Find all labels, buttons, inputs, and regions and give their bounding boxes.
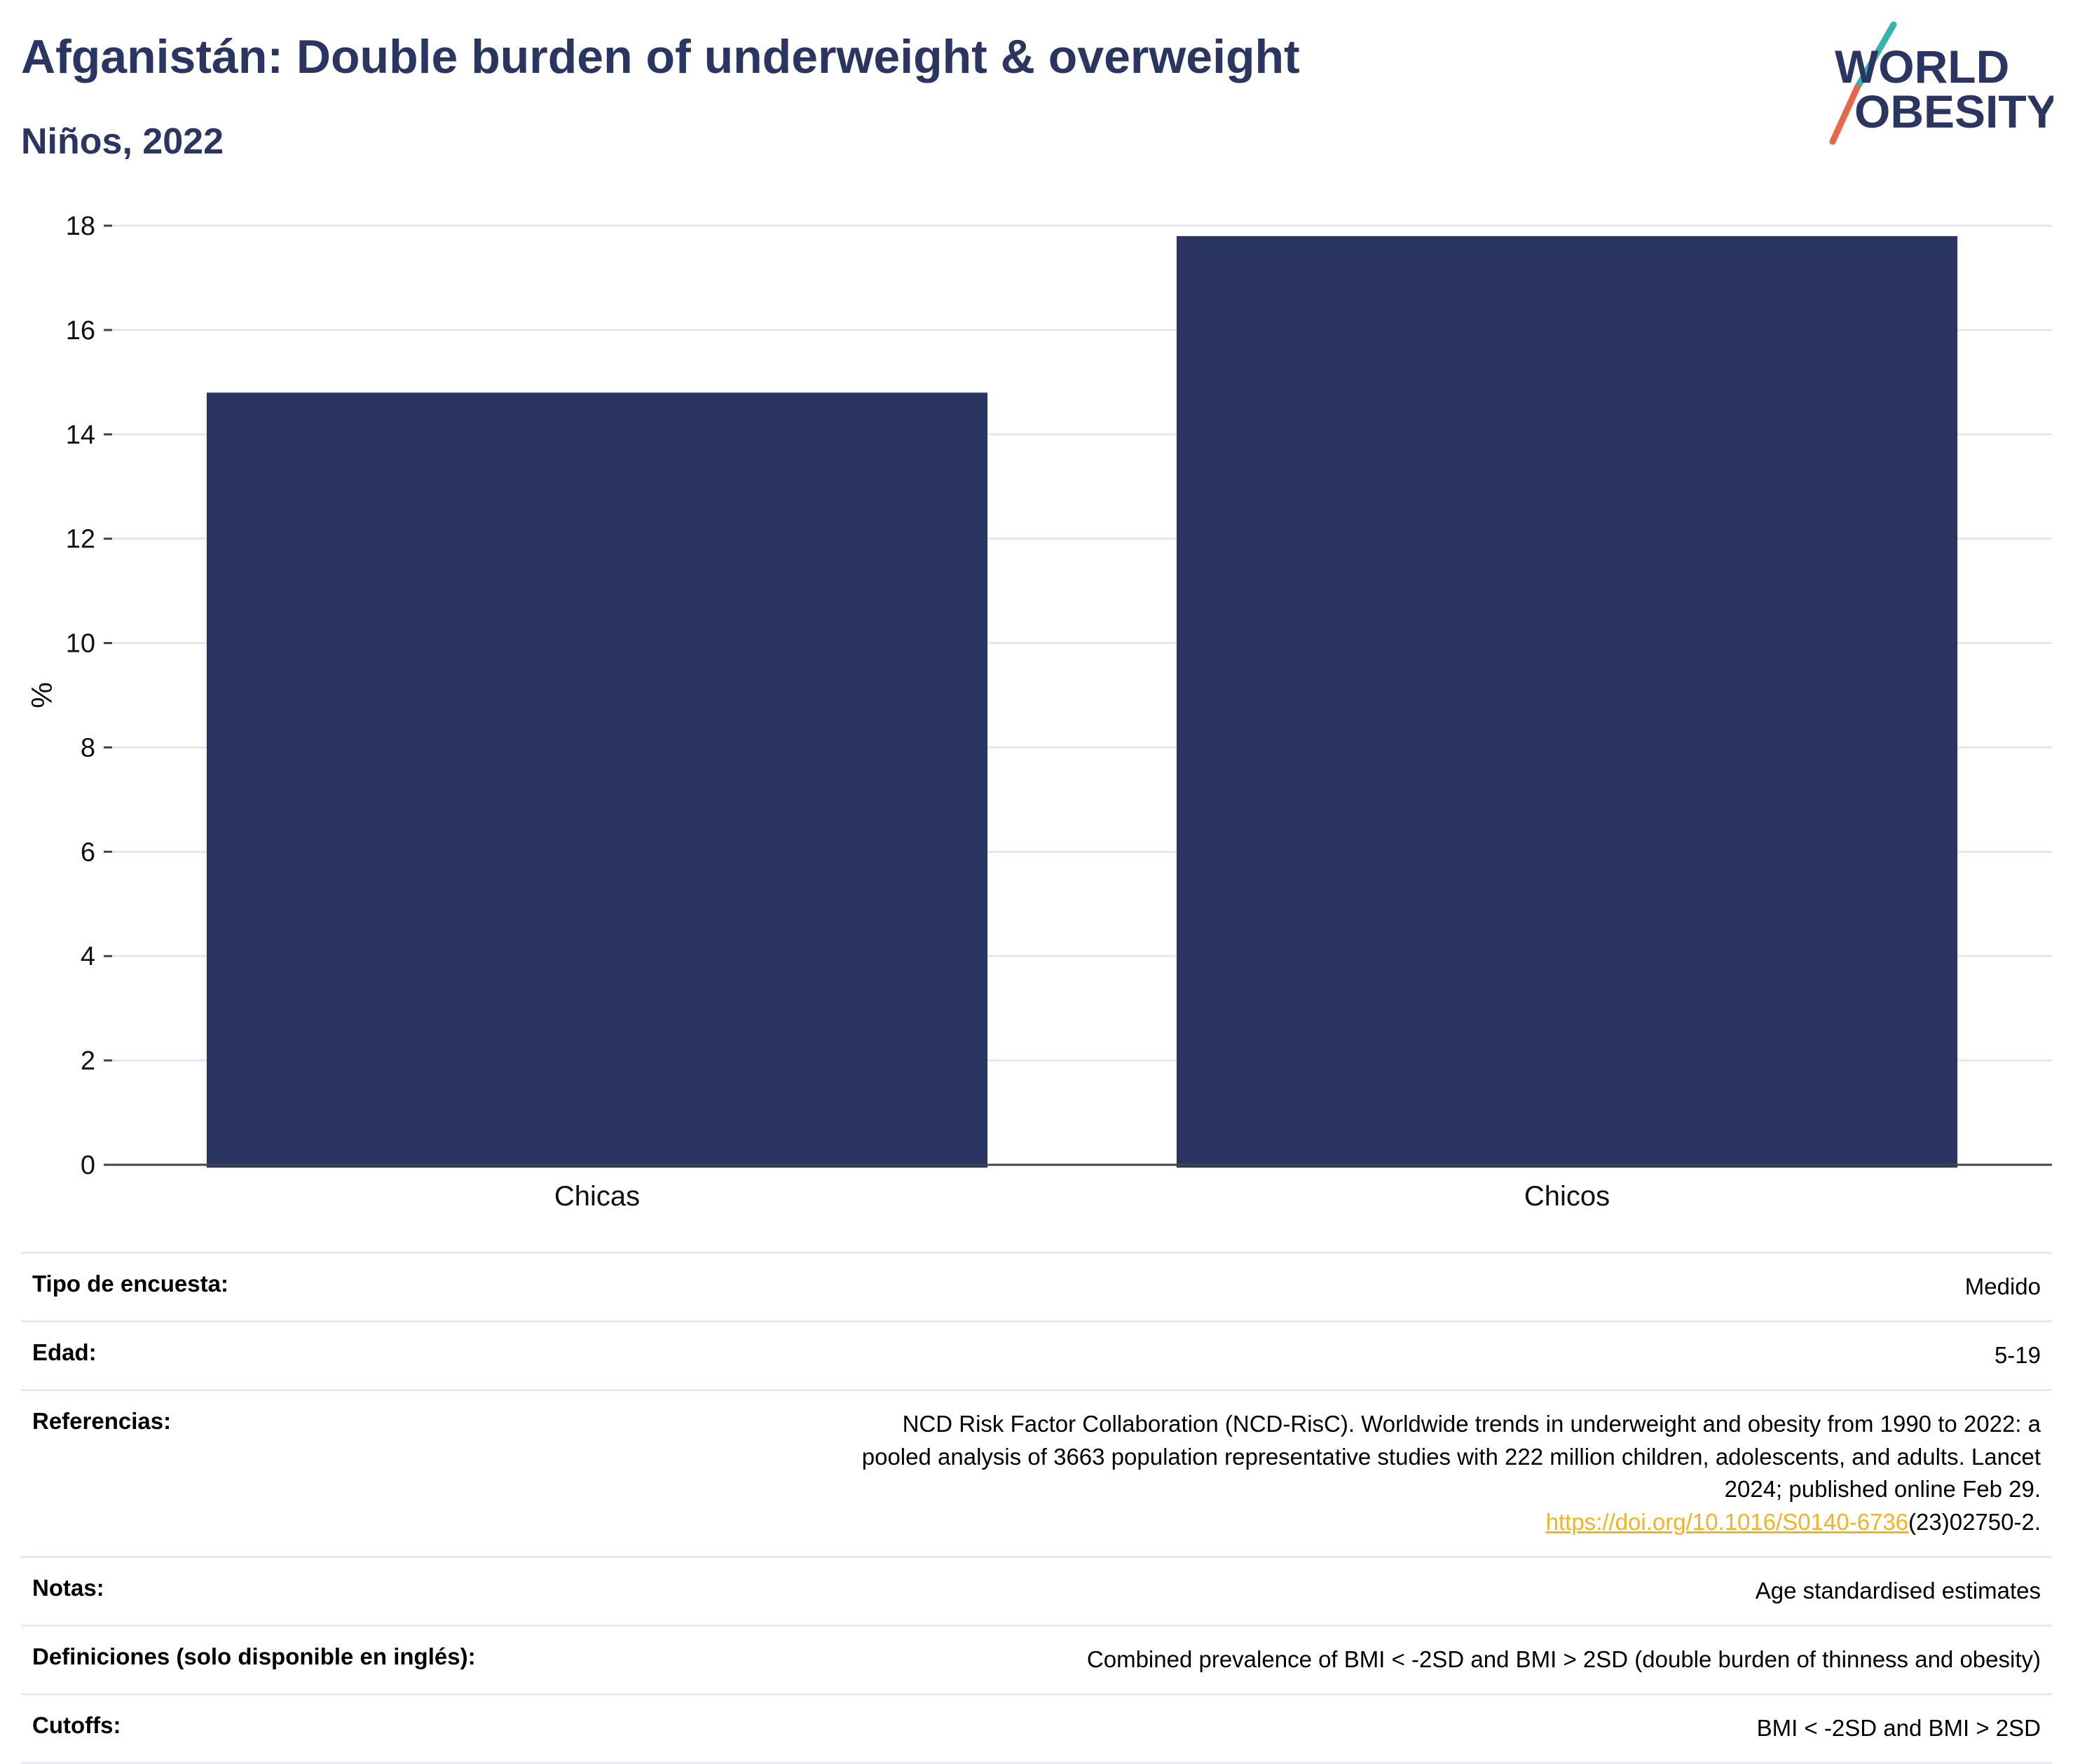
doi-link[interactable]: https://doi.org/10.1016/S0140-6736 [1545, 1509, 1909, 1536]
meta-value: BMI < -2SD and BMI > 2SD [1756, 1714, 2041, 1741]
logo-line1: WORLD [1835, 41, 2009, 93]
table-row: Edad: 5-19 [21, 1321, 2052, 1390]
table-row: Tipo de encuesta: Medido [21, 1252, 2052, 1322]
references-text: NCD Risk Factor Collaboration (NCD-RisC)… [861, 1410, 2041, 1503]
y-tick-label: 14 [66, 421, 95, 450]
bar-chart: 0 2 4 6 8 10 12 14 16 18% Chicas Chicos [0, 189, 2073, 1219]
y-tick-label: 8 [81, 733, 95, 763]
x-category-label: Chicos [1524, 1181, 1610, 1212]
meta-key: Notas: [32, 1575, 104, 1601]
logo-line2: OBESITY [1854, 86, 2053, 137]
meta-value: Age standardised estimates [1755, 1578, 2041, 1604]
meta-key: Referencias: [32, 1407, 172, 1434]
y-tick-label: 12 [66, 525, 95, 554]
y-tick-label: 4 [81, 942, 95, 971]
bar [206, 392, 988, 1168]
metadata-table: Tipo de encuesta: Medido Edad: 5-19 Refe… [21, 1252, 2052, 1764]
table-row: Referencias: NCD Risk Factor Collaborati… [21, 1390, 2052, 1557]
meta-key: Tipo de encuesta: [32, 1271, 228, 1297]
y-tick-label: 10 [66, 629, 95, 659]
table-row: Cutoffs: BMI < -2SD and BMI > 2SD [21, 1694, 2052, 1763]
world-obesity-logo: WORLD OBESITY [1829, 21, 2058, 147]
bar-chart-svg: 0 2 4 6 8 10 12 14 16 18% Chicas Chicos [25, 212, 2052, 1212]
y-tick-label: 2 [81, 1046, 95, 1076]
doi-suffix: (23)02750-2. [1908, 1509, 2041, 1536]
chart-title: Afganistán: Double burden of underweight… [21, 30, 1300, 83]
bar [1176, 235, 1958, 1168]
meta-value-references: NCD Risk Factor Collaboration (NCD-RisC)… [833, 1390, 2052, 1557]
meta-value: Medido [1964, 1273, 2041, 1299]
table-row: Definiciones (solo disponible en inglés)… [21, 1625, 2052, 1695]
y-axis-title: % [25, 682, 58, 708]
table-row: Notas: Age standardised estimates [21, 1557, 2052, 1626]
meta-key: Cutoffs: [32, 1711, 121, 1738]
meta-value: 5-19 [1994, 1341, 2041, 1368]
y-tick-label: 6 [81, 837, 95, 867]
y-tick-label: 18 [66, 212, 95, 241]
y-tick-label: 16 [66, 316, 95, 346]
x-category-label: Chicas [554, 1181, 640, 1212]
y-tick-label: 0 [81, 1151, 95, 1180]
meta-value: Combined prevalence of BMI < -2SD and BM… [1086, 1646, 2041, 1673]
meta-key: Definiciones (solo disponible en inglés)… [32, 1643, 476, 1670]
meta-key: Edad: [32, 1339, 97, 1365]
chart-subtitle: Niños, 2022 [21, 121, 224, 162]
